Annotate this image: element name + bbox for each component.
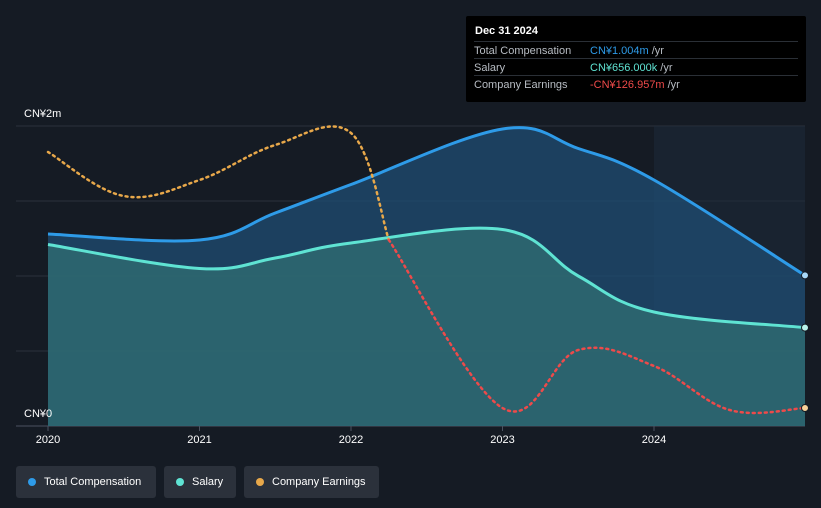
tooltip-row-company-earnings: Company Earnings -CN¥126.957m /yr [474,75,798,93]
x-tick-label: 2020 [36,434,60,446]
company-earnings-line-positive [46,125,391,242]
tooltip-value: -CN¥126.957m [590,78,665,91]
company-earnings-line-negative [387,238,807,415]
total-compensation-end-point [801,271,809,280]
series-lines [46,125,809,415]
x-tick-label: 2024 [642,434,666,446]
x-tick-label: 2021 [187,434,211,446]
chart-legend: Total Compensation Salary Company Earnin… [16,466,379,498]
tooltip-value: CN¥656.000k [590,61,658,74]
tooltip-unit: /yr [667,78,680,91]
total-compensation-line [47,126,806,277]
legend-dot-icon [256,478,264,486]
x-tick-label: 2023 [490,434,514,446]
tooltip-label: Total Compensation [474,44,572,57]
company-earnings-end-point [801,404,809,412]
salary-line [47,226,806,330]
tooltip-unit: /yr [660,61,673,74]
legend-label: Salary [192,476,224,488]
x-tick-label: 2022 [339,434,363,446]
legend-item-salary[interactable]: Salary [164,466,236,498]
legend-dot-icon [176,478,184,486]
y-axis-bottom-label: CN¥0 [24,408,53,420]
salary-end-point [801,323,809,332]
legend-label: Company Earnings [272,476,366,488]
legend-item-company-earnings[interactable]: Company Earnings [244,466,379,498]
series-areas [48,127,805,427]
legend-item-total-compensation[interactable]: Total Compensation [16,466,156,498]
y-axis-top-label: CN¥2m [24,108,62,120]
tooltip-label: Company Earnings [474,78,568,91]
tooltip-row-salary: Salary CN¥656.000k /yr [474,58,798,76]
tooltip-date: Dec 31 2024 [475,25,538,37]
legend-label: Total Compensation [44,476,142,488]
tooltip-value: CN¥1.004m [590,44,649,57]
legend-dot-icon [28,478,36,486]
tooltip-panel: Dec 31 2024 Total Compensation CN¥1.004m… [466,16,806,102]
tooltip-row-total-compensation: Total Compensation CN¥1.004m /yr [474,41,798,59]
tooltip-label: Salary [474,61,506,74]
tooltip-unit: /yr [651,44,664,57]
salary-area [48,228,805,426]
x-axis-ticks: 2020 2021 2022 2023 2024 [36,426,666,446]
